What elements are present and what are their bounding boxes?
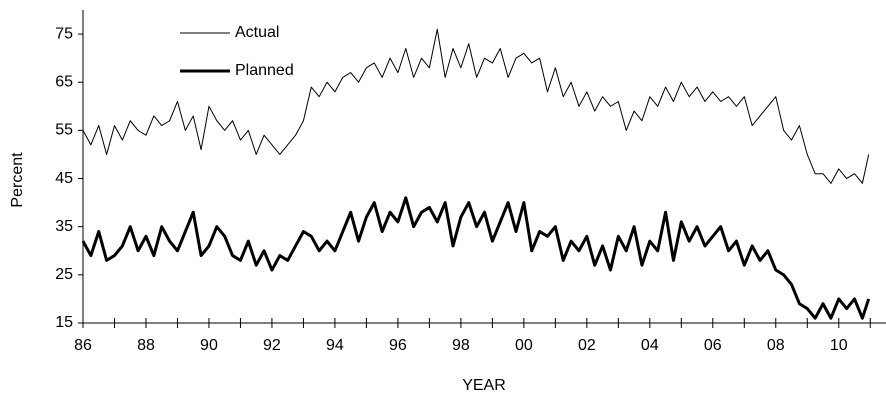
y-tick-label: 55 — [55, 122, 73, 139]
y-tick-label: 65 — [55, 73, 73, 90]
x-tick-label: 98 — [452, 337, 470, 354]
x-tick-label: 10 — [830, 337, 848, 354]
x-tick-label: 96 — [389, 337, 407, 354]
y-tick-label: 35 — [55, 218, 73, 235]
x-tick-label: 94 — [326, 337, 344, 354]
x-tick-label: 04 — [641, 337, 659, 354]
series-line — [81, 196, 871, 320]
legend-label: Planned — [235, 62, 294, 79]
y-tick-label: 75 — [55, 25, 73, 42]
x-tick-label: 08 — [767, 337, 785, 354]
y-tick-label: 25 — [55, 266, 73, 283]
x-tick-label: 86 — [74, 337, 92, 354]
y-tick-label: 15 — [55, 314, 73, 331]
x-tick-label: 90 — [200, 337, 218, 354]
x-tick-label: 92 — [263, 337, 281, 354]
x-axis-label: YEAR — [462, 377, 506, 394]
legend-label: Actual — [235, 24, 279, 41]
x-tick-label: 00 — [515, 337, 533, 354]
y-axis-label: Percent — [9, 152, 26, 208]
x-tick-label: 02 — [578, 337, 596, 354]
y-tick-label: 45 — [55, 170, 73, 187]
series-line — [82, 28, 870, 184]
x-tick-label: 88 — [137, 337, 155, 354]
x-tick-label: 06 — [704, 337, 722, 354]
